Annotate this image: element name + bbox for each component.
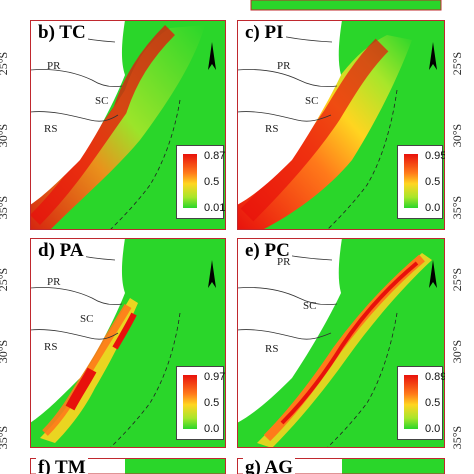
panel-c-map — [237, 20, 445, 230]
lat-label-25-right: 25°S — [450, 51, 465, 76]
panel-c-label: c) PI — [243, 22, 286, 44]
panel-e-label: e) PC — [243, 240, 292, 262]
panel-a-map — [237, 0, 445, 12]
legend-c-mid: 0.5 — [425, 176, 441, 188]
panel-g-label: g) AG — [243, 458, 296, 474]
legend-b-max: 0.87 — [204, 150, 226, 162]
state-label-sc: SC — [303, 300, 317, 312]
legend-d-max: 0.97 — [204, 371, 226, 383]
legend-b-min: 0.01 — [204, 202, 226, 214]
legend-c: 0.95 0.5 0.0 — [397, 145, 445, 219]
panel-d-map — [30, 238, 226, 448]
lat-label-25-right-2: 25°S — [450, 267, 465, 292]
legend-b-mid: 0.5 — [204, 176, 220, 188]
state-label-pr: PR — [277, 60, 291, 72]
legend-b-colorbar — [183, 154, 197, 208]
state-label-rs: RS — [44, 123, 58, 135]
panel-d: d) PA PR SC RS 0.97 0.5 0.0 — [30, 238, 226, 448]
legend-d-min: 0.0 — [204, 423, 220, 435]
legend-d: 0.97 0.5 0.0 — [176, 366, 226, 440]
panel-d-label: d) PA — [36, 240, 86, 262]
panel-e: e) PC PR SC RS 0.89 0.5 0.0 — [237, 238, 445, 448]
lat-label-35-right: 35°S — [450, 195, 465, 220]
lat-label-25-left-2: 25°S — [0, 267, 11, 292]
panel-f: f) TM — [30, 458, 226, 474]
state-label-rs: RS — [44, 341, 58, 353]
state-label-pr: PR — [277, 256, 291, 268]
lat-label-30-right: 30°S — [450, 123, 465, 148]
legend-d-mid: 0.5 — [204, 397, 220, 409]
legend-c-max: 0.95 — [425, 150, 445, 162]
state-label-sc: SC — [305, 95, 319, 107]
legend-e-max: 0.89 — [425, 371, 445, 383]
state-label-pr: PR — [47, 276, 61, 288]
panel-b: b) TC PR SC RS 0.87 0.5 0.01 — [30, 20, 226, 230]
lat-label-35-left-2: 35°S — [0, 425, 11, 450]
legend-c-colorbar — [404, 154, 418, 208]
state-label-sc: SC — [95, 95, 109, 107]
panel-c: c) PI PR SC RS 0.95 0.5 0.0 — [237, 20, 445, 230]
legend-e-mid: 0.5 — [425, 397, 441, 409]
state-label-rs: RS — [265, 123, 279, 135]
lat-label-35-right-2: 35°S — [450, 425, 465, 450]
lat-label-30-left-2: 30°S — [0, 339, 11, 364]
lat-label-30-left: 30°S — [0, 123, 11, 148]
lat-label-25-left: 25°S — [0, 51, 11, 76]
legend-e: 0.89 0.5 0.0 — [397, 366, 445, 440]
legend-e-colorbar — [404, 375, 418, 429]
panel-f-label: f) TM — [36, 458, 88, 474]
panel-e-map — [237, 238, 445, 448]
lat-label-30-right-2: 30°S — [450, 339, 465, 364]
state-label-sc: SC — [80, 313, 94, 325]
legend-b: 0.87 0.5 0.01 — [176, 145, 226, 219]
legend-d-colorbar — [183, 375, 197, 429]
state-label-rs: RS — [265, 343, 279, 355]
legend-c-min: 0.0 — [425, 202, 441, 214]
state-label-pr: PR — [47, 60, 61, 72]
panel-g: g) AG — [237, 458, 445, 474]
panel-a-remnant — [237, 0, 445, 12]
panel-b-label: b) TC — [36, 22, 88, 44]
legend-e-min: 0.0 — [425, 423, 441, 435]
lat-label-35-left: 35°S — [0, 195, 11, 220]
